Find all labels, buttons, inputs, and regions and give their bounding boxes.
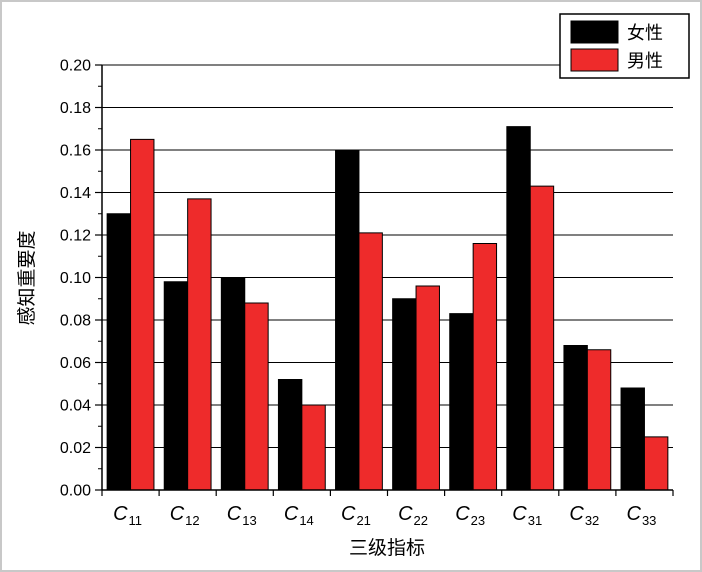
x-tick-label: C13 <box>227 503 257 528</box>
x-tick-label-main: C <box>113 503 128 525</box>
bar-male <box>586 349 612 491</box>
legend-label-female: 女性 <box>627 23 663 44</box>
bar-female <box>620 387 645 491</box>
y-tick-label: 0.02 <box>60 440 91 457</box>
y-tick-label: 0.14 <box>60 185 91 202</box>
x-tick-label: C12 <box>170 503 200 528</box>
x-tick-label-sub: 31 <box>528 513 542 528</box>
bar-male <box>130 138 155 491</box>
legend-swatch-female <box>570 20 619 44</box>
x-tick-label-main: C <box>626 503 641 525</box>
x-tick-label-sub: 22 <box>414 513 428 528</box>
x-tick-label-sub: 23 <box>471 513 485 528</box>
bar-female <box>449 313 474 491</box>
x-tick-label-sub: 14 <box>299 513 313 528</box>
x-tick-labels: C11 C12 C13 C14 C21 C22 C23 C31 C32 C33 <box>113 503 656 528</box>
bar-male <box>472 243 498 491</box>
bar-male <box>643 436 669 491</box>
x-tick-label: C31 <box>512 503 542 528</box>
y-tick-label: 0.06 <box>60 355 91 372</box>
x-tick-label-main: C <box>569 503 584 525</box>
bar-female <box>563 345 588 491</box>
x-tick-label-sub: 21 <box>356 513 370 528</box>
x-tick-label: C23 <box>455 503 485 528</box>
bar-female <box>392 298 417 491</box>
x-tick-label-main: C <box>227 503 242 525</box>
y-tick-label: 0.18 <box>60 100 91 117</box>
x-tick-label: C22 <box>398 503 428 528</box>
bar-female <box>277 379 303 491</box>
bar-male <box>244 302 269 491</box>
y-tick-label: 0.20 <box>60 58 91 75</box>
y-tick-labels: 0.00 0.02 0.04 0.06 0.08 0.10 0.12 0.14 0.16 0.18… <box>60 58 91 500</box>
axes <box>95 64 674 496</box>
x-tick-label: C21 <box>341 503 371 528</box>
x-tick-label-main: C <box>341 503 356 525</box>
y-tick-label: 0.00 <box>60 483 91 500</box>
x-tick-label-main: C <box>170 503 185 525</box>
bar-female <box>506 126 531 491</box>
x-tick-label: C14 <box>284 503 314 528</box>
legend-label-male: 男性 <box>627 51 663 72</box>
x-tick-label-sub: 13 <box>242 513 256 528</box>
x-axis-title: 三级指标 <box>349 537 425 559</box>
legend-swatch-male <box>570 48 619 72</box>
y-tick-label: 0.10 <box>60 270 91 287</box>
y-axis-title: 感知重要度 <box>16 230 38 325</box>
legend: 女性 男性 <box>559 13 690 79</box>
x-tick-label: C32 <box>569 503 599 528</box>
x-tick-label: C11 <box>113 503 142 528</box>
bar-male <box>301 404 326 491</box>
bar-female <box>335 149 360 491</box>
y-tick-label: 0.08 <box>60 313 91 330</box>
y-tick-label: 0.12 <box>60 228 91 245</box>
bar-female <box>163 281 189 491</box>
x-tick-label-main: C <box>398 503 413 525</box>
bar-female <box>220 277 246 491</box>
bar-male <box>529 185 555 491</box>
x-tick-label-sub: 33 <box>642 513 656 528</box>
bar-female <box>106 213 132 491</box>
x-tick-label-sub: 12 <box>185 513 199 528</box>
x-tick-label-main: C <box>455 503 470 525</box>
x-tick-label-main: C <box>284 503 299 525</box>
x-tick-label-sub: 32 <box>585 513 599 528</box>
bar-male <box>358 232 383 491</box>
bar-male <box>187 198 212 491</box>
bars <box>106 126 669 491</box>
x-tick-label: C33 <box>626 503 656 528</box>
y-tick-label: 0.04 <box>60 398 91 415</box>
y-tick-label: 0.16 <box>60 143 91 160</box>
x-tick-label-main: C <box>512 503 527 525</box>
bar-male <box>415 285 440 491</box>
x-tick-label-sub: 11 <box>129 513 143 528</box>
